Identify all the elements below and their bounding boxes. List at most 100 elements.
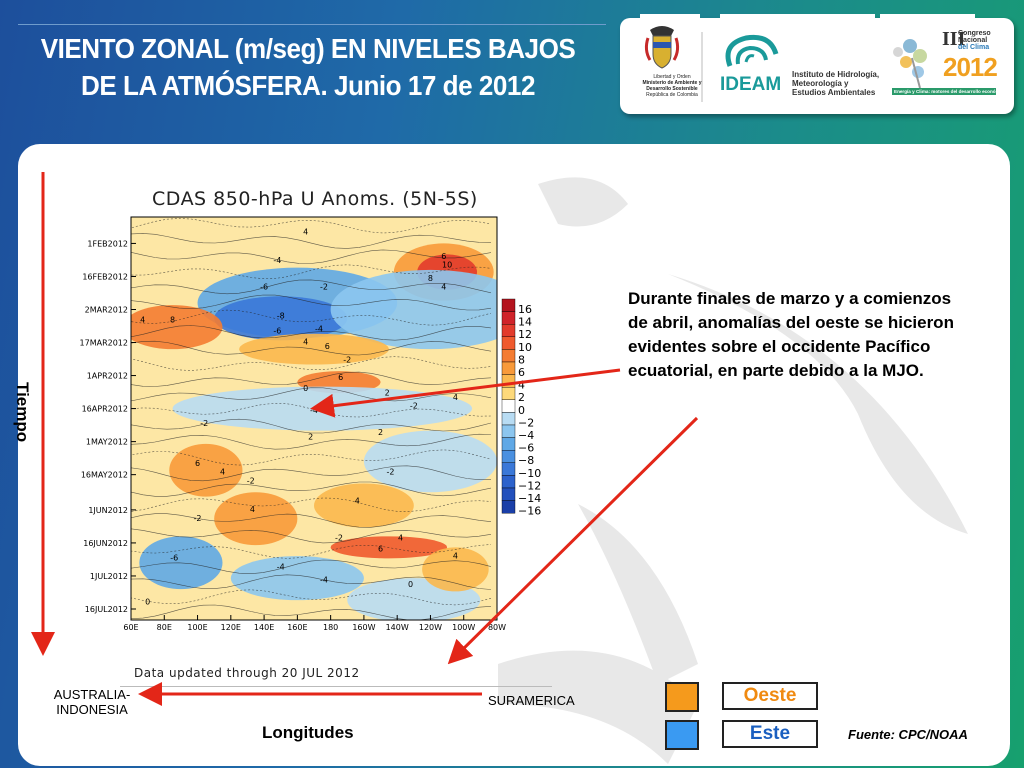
contour-line (131, 402, 492, 418)
contour-label: 4 (303, 228, 308, 237)
contour-line (131, 325, 492, 341)
x-tick-label: 100W (452, 623, 475, 632)
contour-label: -4 (277, 562, 285, 571)
contour-line (131, 249, 492, 264)
annotation-pointer-arrow (310, 368, 621, 418)
contour-label: 0 (408, 580, 413, 589)
longitude-axis-label: Longitudes (262, 723, 354, 742)
ministry-text: Libertad y Orden Ministerio de Ambiente … (642, 74, 702, 98)
y-tick-label: 1JUL2012 (90, 572, 128, 581)
x-tick-label: 80E (157, 623, 172, 632)
region-right-label: SURAMERICA (488, 693, 575, 708)
contour-line (131, 559, 492, 575)
logos-panel: Libertad y Orden Ministerio de Ambiente … (620, 14, 1014, 114)
congreso-text: III Congreso Nacional del Clima (942, 28, 991, 51)
x-tick-label: 80W (488, 623, 506, 632)
x-tick-label: 60E (123, 623, 138, 632)
anomaly-cell (314, 483, 414, 528)
contour-label: 4 (303, 338, 308, 347)
colorbar-label: 6 (518, 366, 525, 379)
x-axis: 60E 80E 100E 120E 140E 160E 180 160W 140W 120W 100… (123, 615, 506, 632)
colorbar-label: −14 (518, 492, 541, 505)
ideam-name: IDEAM (720, 74, 782, 95)
contour-label: -6 (273, 327, 281, 336)
contour-line (131, 356, 492, 371)
contour-label: 6 (325, 342, 330, 351)
contour-label: 4 (453, 393, 458, 402)
contour-line (131, 604, 492, 620)
y-tick-label: 1FEB2012 (87, 239, 128, 248)
contour-label: 4 (140, 316, 145, 325)
colorbar-label: 0 (518, 404, 525, 417)
contour-line (131, 294, 492, 311)
anomaly-cell (131, 305, 223, 350)
contour-label: 4 (355, 496, 360, 505)
congreso-slogan: Energía y Clima: motores del desarrollo … (892, 88, 996, 95)
watermark-logo (498, 177, 968, 764)
contour-label: 4 (453, 551, 458, 560)
contour-line (131, 465, 492, 482)
colombia-coat-of-arms-icon (644, 26, 680, 69)
colorbar-label: −4 (518, 429, 534, 442)
ideam-text: Instituto de Hidrología, Meteorología y … (792, 70, 880, 97)
anomaly-cell (214, 492, 298, 546)
contour-label: -8 (277, 311, 285, 320)
title-line-1: VIENTO ZONAL (m/seg) EN NIVELES BAJOS (40, 33, 576, 64)
contour-label: 10 (442, 261, 452, 270)
x-tick-label: 140W (386, 623, 409, 632)
contour-label: -2 (200, 419, 208, 428)
anomaly-cell (169, 443, 243, 497)
contour-label: 2 (308, 432, 313, 441)
region-left-label: AUSTRALIA-INDONESIA (53, 687, 131, 717)
contour-line (131, 513, 492, 528)
congreso-clima-logo-icon (893, 39, 927, 89)
x-tick-label: 120W (419, 623, 442, 632)
contour-label: 6 (378, 545, 383, 554)
legend-label-este: Este (722, 720, 818, 748)
contour-line (131, 497, 492, 513)
y-tick-label: 1APR2012 (87, 372, 128, 381)
watermark-shape-icon (498, 177, 968, 764)
contour-line (131, 574, 492, 590)
contour-label: 2 (385, 388, 390, 397)
logo-tab (720, 14, 875, 20)
contour-label: 0 (303, 384, 308, 393)
logo-tab (880, 14, 975, 20)
colorbar-label: −10 (518, 467, 541, 480)
legend-swatch-este (665, 720, 699, 750)
contour-line (131, 387, 492, 402)
contour-line (131, 544, 492, 559)
plot-frame (130, 216, 498, 621)
contour-label: 8 (170, 316, 175, 325)
legend-swatch-oeste (665, 682, 699, 712)
contour-label: 4 (220, 468, 225, 477)
colorbar-label: 2 (518, 391, 525, 404)
contour-label: -2 (343, 355, 351, 364)
contour-label: -6 (260, 283, 268, 292)
colorbar-label: 14 (518, 316, 532, 329)
contour-label: 6 (195, 459, 200, 468)
page-title: VIENTO ZONAL (m/seg) EN NIVELES BAJOS DE… (29, 30, 587, 104)
contour-label: -2 (194, 514, 202, 523)
contour-line (131, 481, 492, 497)
contour-label: -2 (387, 468, 395, 477)
y-tick-label: 2MAR2012 (85, 305, 128, 314)
contour-label: -4 (320, 576, 328, 585)
colorbar-label: 8 (518, 353, 525, 366)
contour-line (131, 371, 492, 387)
contour-label: 6 (441, 252, 446, 261)
x-tick-label: 140E (254, 623, 274, 632)
y-tick-label: 1MAY2012 (86, 438, 128, 447)
contour-label: -2 (335, 534, 343, 543)
contour-label: -2 (410, 402, 418, 411)
contour-line (131, 589, 492, 606)
x-tick-label: 160W (352, 623, 375, 632)
colorbar-swatch (501, 500, 516, 514)
source-credit: Fuente: CPC/NOAA (848, 727, 968, 742)
y-tick-label: 16MAY2012 (81, 471, 128, 480)
contour-label: 8 (428, 274, 433, 283)
contour-line (131, 418, 492, 434)
title-line-2: DE LA ATMÓSFERA. Junio 17 de 2012 (81, 70, 535, 101)
colorbar-label: 10 (518, 341, 532, 354)
colorbar-label: −8 (518, 454, 534, 467)
